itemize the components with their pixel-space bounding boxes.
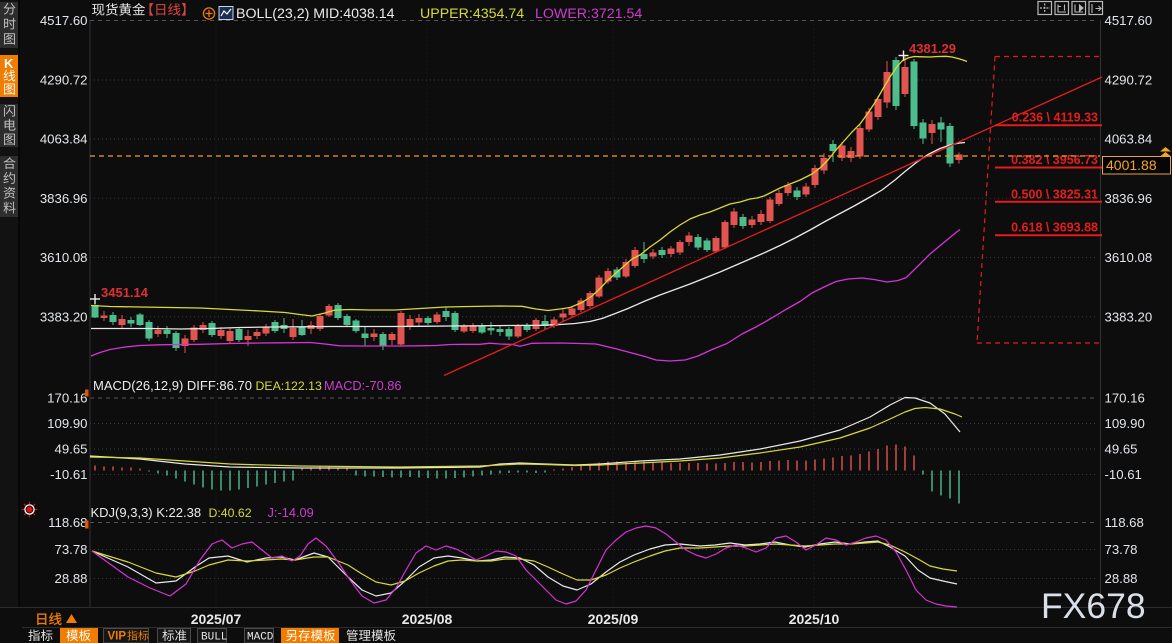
- svg-text:MACD(26,12,9) DIFF:86.70: MACD(26,12,9) DIFF:86.70: [93, 378, 252, 393]
- svg-text:4290.72: 4290.72: [40, 73, 88, 88]
- svg-text:170.16: 170.16: [1105, 391, 1145, 406]
- svg-text:118.68: 118.68: [48, 515, 87, 530]
- svg-text:MACD: MACD: [247, 632, 274, 643]
- svg-text:28.88: 28.88: [54, 571, 87, 586]
- svg-text:3836.96: 3836.96: [40, 191, 88, 206]
- svg-text:DEA:122.13: DEA:122.13: [256, 379, 322, 393]
- svg-text:-10.61: -10.61: [1105, 467, 1142, 482]
- svg-text:73.78: 73.78: [54, 542, 87, 557]
- svg-text:UPPER:4354.74: UPPER:4354.74: [420, 6, 524, 22]
- svg-text:3610.08: 3610.08: [1105, 250, 1153, 265]
- svg-text:2025/10: 2025/10: [789, 611, 840, 627]
- svg-text:170.16: 170.16: [47, 391, 87, 406]
- svg-text:2025/07: 2025/07: [191, 611, 242, 627]
- svg-text:4063.84: 4063.84: [1105, 132, 1153, 147]
- svg-text:28.88: 28.88: [1105, 571, 1138, 586]
- svg-text:118.68: 118.68: [1105, 515, 1144, 530]
- svg-text:4381.29: 4381.29: [909, 41, 956, 56]
- svg-text:2025/09: 2025/09: [588, 611, 639, 627]
- svg-text:FX678: FX678: [1041, 586, 1146, 626]
- svg-text:BOLL(23,2) MID:4038.14: BOLL(23,2) MID:4038.14: [236, 6, 395, 22]
- svg-text:K: K: [4, 56, 14, 71]
- svg-text:4517.60: 4517.60: [40, 13, 88, 28]
- svg-text:4001.88: 4001.88: [1106, 157, 1157, 173]
- svg-text:109.90: 109.90: [47, 416, 87, 431]
- svg-text:73.78: 73.78: [1105, 542, 1138, 557]
- svg-text:4290.72: 4290.72: [1105, 73, 1153, 88]
- svg-text:-10.61: -10.61: [50, 467, 87, 482]
- svg-text:KDJ(9,3,3) K:22.38: KDJ(9,3,3) K:22.38: [91, 505, 202, 520]
- svg-text:MACD:-70.86: MACD:-70.86: [324, 378, 402, 393]
- svg-text:3383.20: 3383.20: [1105, 309, 1153, 324]
- svg-text:LOWER:3721.54: LOWER:3721.54: [535, 6, 642, 22]
- svg-text:3383.20: 3383.20: [40, 309, 88, 324]
- svg-text:2025/08: 2025/08: [402, 611, 453, 627]
- svg-text:J:-14.09: J:-14.09: [268, 505, 314, 520]
- svg-text:0.382 \ 3956.73: 0.382 \ 3956.73: [1011, 153, 1098, 167]
- svg-text:D:40.62: D:40.62: [209, 506, 252, 520]
- svg-text:3610.08: 3610.08: [40, 250, 88, 265]
- svg-text:0.618 \ 3693.88: 0.618 \ 3693.88: [1011, 221, 1098, 235]
- svg-text:0.236 \ 4119.33: 0.236 \ 4119.33: [1012, 111, 1098, 125]
- svg-text:109.90: 109.90: [1105, 416, 1145, 431]
- svg-text:4063.84: 4063.84: [40, 132, 88, 147]
- svg-text:4517.60: 4517.60: [1105, 13, 1153, 28]
- svg-text:49.65: 49.65: [54, 442, 87, 457]
- svg-text:0.500 \ 3825.31: 0.500 \ 3825.31: [1011, 187, 1098, 201]
- svg-text:VIP: VIP: [108, 631, 127, 643]
- svg-text:49.65: 49.65: [1105, 442, 1138, 457]
- svg-text:BULL: BULL: [201, 632, 227, 643]
- svg-text:3451.14: 3451.14: [101, 285, 149, 300]
- svg-text:3836.96: 3836.96: [1105, 191, 1153, 206]
